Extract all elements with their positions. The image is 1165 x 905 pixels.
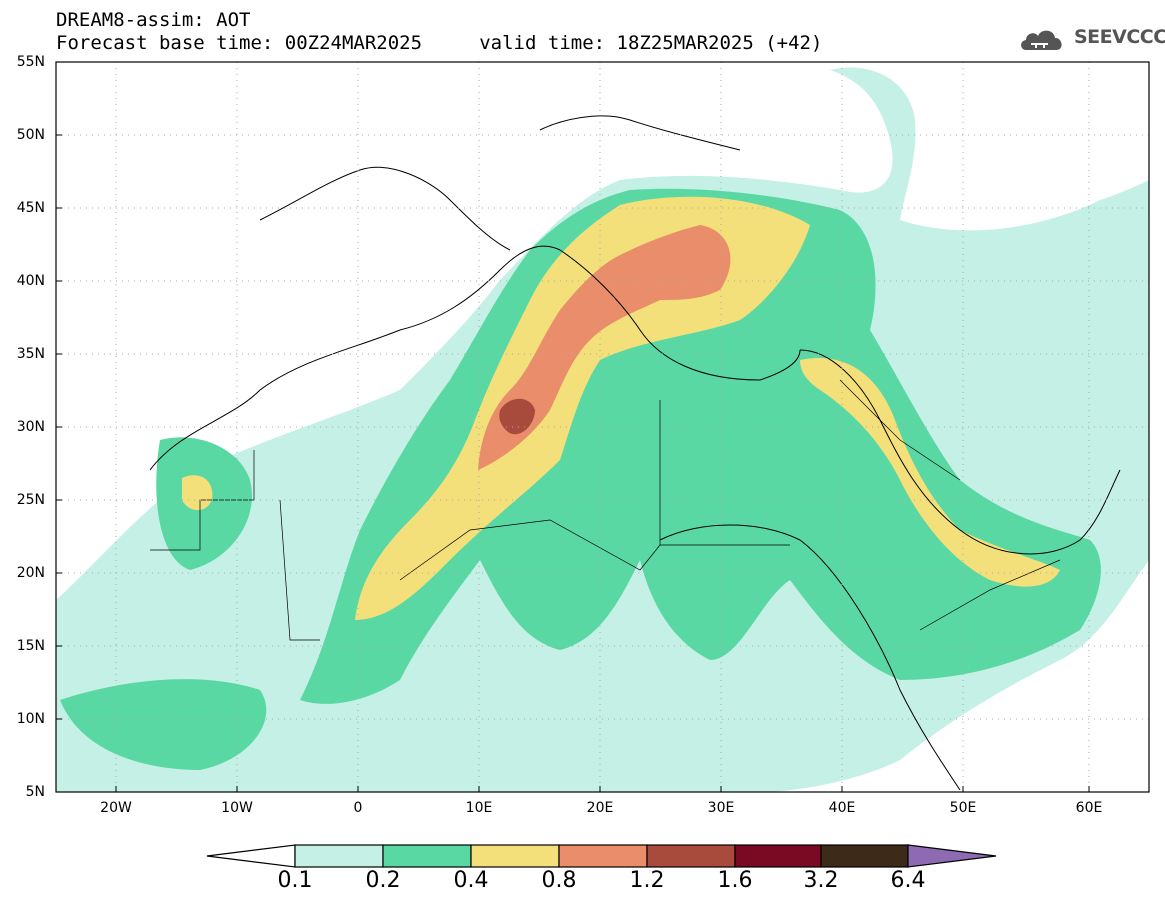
lon-label: 40E xyxy=(828,800,856,816)
axis-ticks xyxy=(56,61,1090,792)
colorbar-bin-2 xyxy=(382,844,472,868)
lat-label: 30N xyxy=(16,419,45,435)
colorbar-bin-7 xyxy=(820,844,909,868)
map-subtitle: Forecast base time: 00Z24MAR2025 valid t… xyxy=(56,32,823,54)
lat-label: 40N xyxy=(16,273,45,289)
lat-label: 45N xyxy=(16,200,45,216)
colorbar-label: 6.4 xyxy=(890,868,926,893)
lat-label: 25N xyxy=(16,492,45,508)
lon-label: 10W xyxy=(221,800,253,816)
colorbar-label: 0.4 xyxy=(453,868,489,893)
lat-label: 10N xyxy=(16,711,45,727)
colorbar-label: 1.6 xyxy=(717,868,753,893)
lon-label: 0 xyxy=(353,800,363,816)
colorbar-label: 1.2 xyxy=(629,868,665,893)
lon-label: 30E xyxy=(707,800,735,816)
cloud-icon xyxy=(1021,30,1062,50)
colorbar-under xyxy=(206,844,296,868)
country-borders xyxy=(150,379,1061,641)
aot-field xyxy=(56,62,1149,792)
colorbar xyxy=(206,844,997,868)
lon-label: 20E xyxy=(586,800,614,816)
aot-contour-0.2 xyxy=(300,188,1101,704)
aot-contour-1.2 xyxy=(499,398,535,435)
aot-patch-south xyxy=(60,679,267,770)
lon-label: 10E xyxy=(465,800,493,816)
lat-label: 15N xyxy=(16,638,45,654)
lon-label: 60E xyxy=(1075,800,1103,816)
colorbar-label: 0.2 xyxy=(365,868,401,893)
colorbar-label: 3.2 xyxy=(803,868,839,893)
aot-patch-west-small xyxy=(182,475,213,511)
aot-patch-arabia xyxy=(800,358,1060,587)
colorbar-label: 0.1 xyxy=(277,868,313,893)
lat-label: 50N xyxy=(16,127,45,143)
colorbar-bin-5 xyxy=(646,844,736,868)
colorbar-bin-1 xyxy=(294,844,384,868)
colorbar-bin-4 xyxy=(558,844,648,868)
aot-contour-0.8 xyxy=(478,225,731,470)
gridlines xyxy=(56,62,1149,792)
lat-label: 20N xyxy=(16,565,45,581)
map-title: DREAM8-assim: AOT xyxy=(56,9,251,31)
aot-contour-0.4 xyxy=(355,196,810,620)
lat-label: 5N xyxy=(25,784,45,800)
lon-label: 20W xyxy=(100,800,132,816)
colorbar-over xyxy=(907,844,997,868)
colorbar-bin-6 xyxy=(734,844,822,868)
lat-label: 55N xyxy=(16,54,45,70)
lat-label: 35N xyxy=(16,346,45,362)
colorbar-label: 0.8 xyxy=(541,868,577,893)
coastlines xyxy=(149,115,1121,791)
logo-text: SEEVCCC xyxy=(1074,26,1165,48)
colorbar-bin-3 xyxy=(470,844,560,868)
lon-label: 50E xyxy=(949,800,977,816)
